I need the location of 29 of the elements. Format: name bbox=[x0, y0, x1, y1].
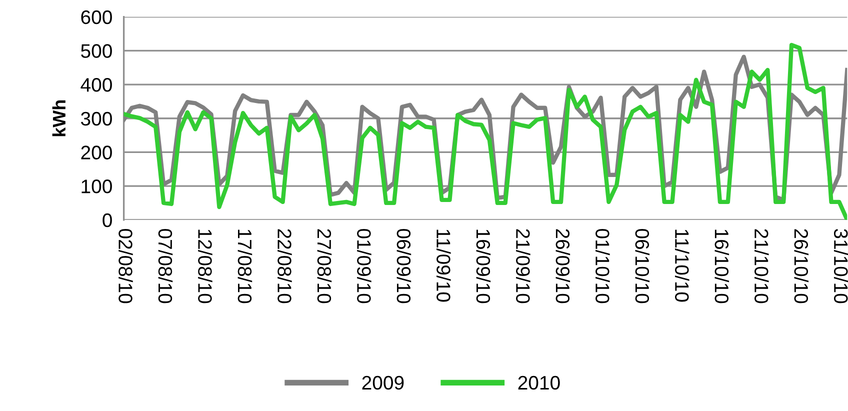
x-tick-label: 12/08/10 bbox=[198, 230, 212, 304]
x-tick-label: 06/10/10 bbox=[635, 228, 650, 304]
y-tick-label: 600 bbox=[81, 10, 112, 24]
x-tick-label: 01/10/10 bbox=[596, 228, 610, 304]
y-tick-label: 100 bbox=[82, 180, 112, 194]
x-tick-label: 07/08/10 bbox=[158, 228, 173, 304]
y-tick-label: 0 bbox=[102, 213, 112, 228]
x-tick-label: 22/08/10 bbox=[278, 229, 292, 304]
y-tick-label: 200 bbox=[81, 146, 112, 160]
y-tick-label: 300 bbox=[81, 112, 112, 126]
x-tick-label: 27/08/10 bbox=[317, 229, 332, 304]
x-tick-label: 11/10/10 bbox=[675, 230, 690, 302]
legend-label: 2010 bbox=[518, 376, 560, 390]
x-tick-label: 21/09/10 bbox=[516, 229, 530, 304]
x-tick-label: 31/10/10 bbox=[834, 228, 848, 304]
y-axis-title: kWh bbox=[52, 100, 66, 136]
legend-label: 2009 bbox=[362, 376, 404, 390]
x-tick-label: 02/08/10 bbox=[118, 228, 133, 304]
x-tick-label: 06/09/10 bbox=[396, 228, 412, 304]
x-tick-label: 17/08/10 bbox=[238, 230, 252, 304]
x-tick-label: 26/10/10 bbox=[794, 229, 809, 304]
x-tick-label: 16/09/10 bbox=[476, 230, 491, 304]
x-tick-label: 01/09/10 bbox=[357, 228, 372, 304]
y-tick-label: 400 bbox=[80, 78, 112, 92]
x-tick-label: 16/10/10 bbox=[714, 230, 730, 304]
x-tick-label: 26/09/10 bbox=[556, 229, 570, 304]
y-tick-label: 500 bbox=[81, 44, 112, 58]
x-tick-label: 11/09/10 bbox=[436, 230, 451, 302]
x-tick-label: 21/10/10 bbox=[754, 229, 769, 304]
